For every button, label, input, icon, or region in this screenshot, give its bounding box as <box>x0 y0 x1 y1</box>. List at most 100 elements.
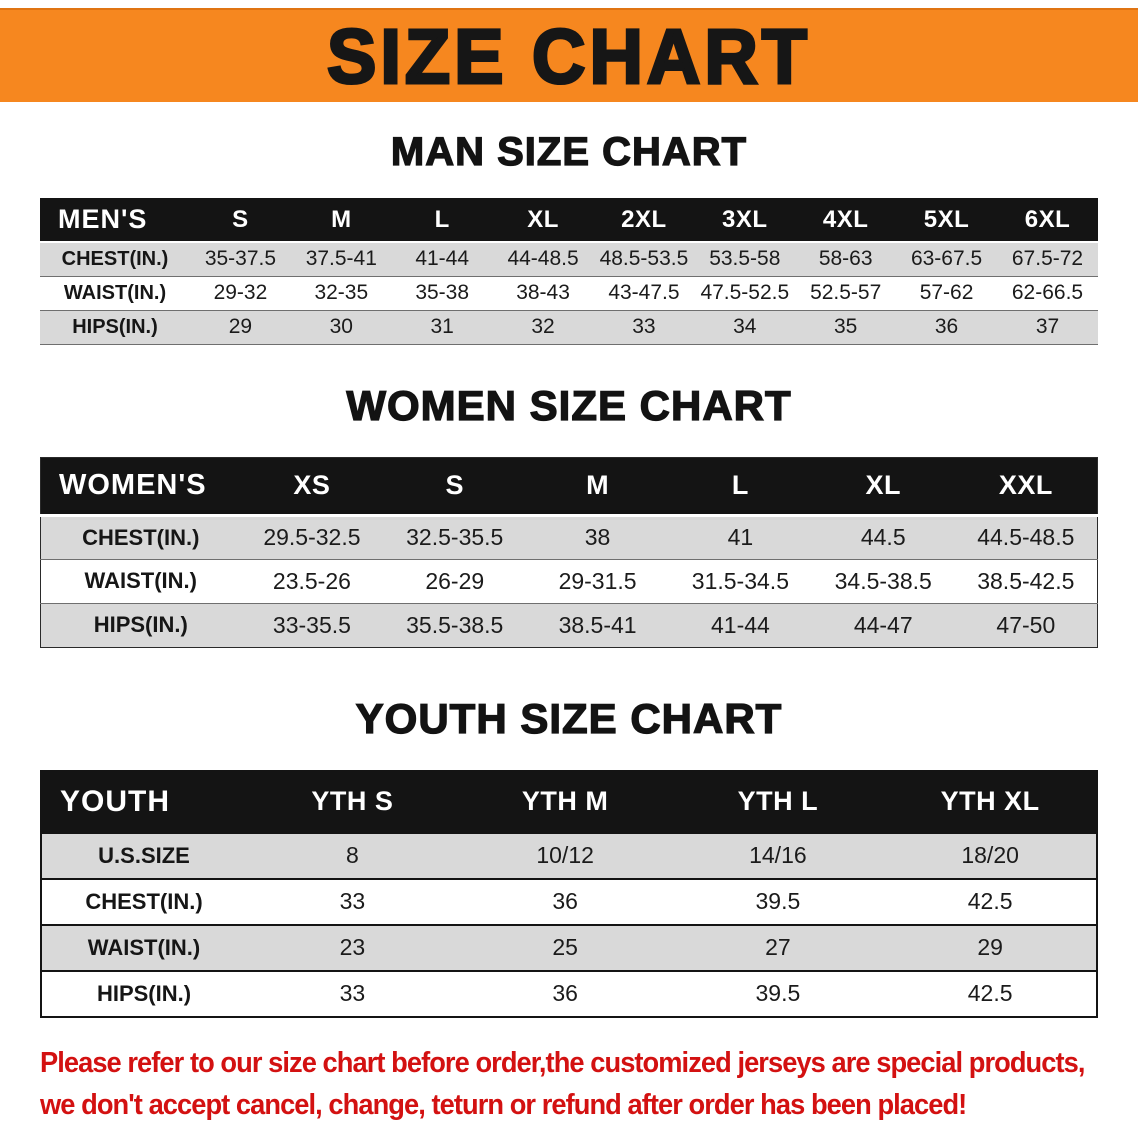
size-column-header: S <box>383 457 527 517</box>
size-value-cell: 31.5-34.5 <box>691 567 789 594</box>
size-value-cell: 31 <box>430 315 454 338</box>
size-value-cell: 23.5-26 <box>272 567 351 594</box>
size-value-cell: 33 <box>339 888 366 914</box>
size-column-header: M <box>290 198 392 243</box>
row-label-cell: CHEST(IN.) <box>82 524 200 550</box>
size-value-cell: 47-50 <box>996 611 1056 638</box>
size-value-cell: 38-43 <box>516 281 570 304</box>
size-value-cell: 30 <box>329 315 353 338</box>
size-column-header: 4XL <box>795 198 897 243</box>
size-column-header: XL <box>492 198 594 243</box>
size-value-cell: 35-37.5 <box>204 247 277 271</box>
youth-size-chart-section: YOUTH SIZE CHART YOUTH YTH S YTH M YTH L YTH… <box>0 694 1138 1018</box>
row-label-cell: WAIST(IN.) <box>84 568 197 593</box>
table-row: HIPS(IN.) 33-35.5 35.5-38.5 38.5-41 41-44 44-… <box>40 603 1098 647</box>
size-value-cell: 47.5-52.5 <box>700 281 790 304</box>
size-column-header: L <box>668 457 812 517</box>
size-value-cell: 29 <box>228 315 253 338</box>
youth-section-heading: YOUTH SIZE CHART <box>355 694 783 742</box>
size-value-cell: 41 <box>727 524 754 550</box>
footer-note-line2: we don't accept cancel, change, teturn o… <box>40 1088 967 1121</box>
footer-note: Please refer to our size chart before or… <box>40 1042 1098 1126</box>
youth-size-table: YOUTH YTH S YTH M YTH L YTH XL U.S.SIZE 8 10/12… <box>40 769 1098 1018</box>
size-value-cell: 42.5 <box>967 980 1013 1006</box>
size-value-cell: 35 <box>834 315 858 338</box>
size-value-cell: 35-38 <box>415 281 470 304</box>
size-column-header: YTH M <box>458 770 672 834</box>
size-value-cell: 29.5-32.5 <box>263 524 361 550</box>
size-value-cell: 10/12 <box>536 842 594 868</box>
size-column-header: 6XL <box>997 198 1098 243</box>
size-value-cell: 36 <box>552 980 578 1006</box>
size-value-cell: 44.5 <box>860 524 906 550</box>
table-row: HIPS(IN.) 33 36 39.5 42.5 <box>41 970 1097 1017</box>
size-column-header: XS <box>240 457 384 517</box>
table-title-cell: MEN'S <box>40 198 190 243</box>
size-value-cell: 52.5-57 <box>810 281 882 304</box>
size-value-cell: 26-29 <box>425 567 485 594</box>
size-value-cell: 44.5-48.5 <box>977 524 1075 550</box>
size-value-cell: 67.5-72 <box>1011 247 1084 271</box>
size-value-cell: 34.5-38.5 <box>834 567 932 594</box>
table-row: CHEST(IN.) 33 36 39.5 42.5 <box>41 878 1097 925</box>
table-title-cell: YOUTH <box>41 770 246 834</box>
row-label-cell: U.S.SIZE <box>98 842 190 868</box>
size-column-header: 5XL <box>896 198 997 243</box>
size-value-cell: 53.5-58 <box>709 247 781 271</box>
size-value-cell: 58-63 <box>818 247 873 271</box>
size-column-header: 2XL <box>593 198 695 243</box>
row-label-cell: HIPS(IN.) <box>93 612 188 637</box>
size-value-cell: 25 <box>552 934 578 960</box>
size-value-cell: 34 <box>733 315 757 338</box>
men-size-table: MEN'S S M L XL 2XL 3XL 4XL 5XL 6XL CHEST(IN.) 35-37… <box>40 198 1098 345</box>
size-value-cell: 32-35 <box>314 281 369 304</box>
size-value-cell: 27 <box>765 934 791 960</box>
size-value-cell: 36 <box>552 888 578 914</box>
table-row: HIPS(IN.) 29 30 31 32 33 34 35 36 37 <box>40 310 1098 344</box>
table-header-row: WOMEN'S XS S M L XL XXL <box>40 457 1098 517</box>
table-row: CHEST(IN.) 35-37.5 37.5-41 41-44 44-48.5 48.5… <box>40 242 1098 276</box>
size-value-cell: 38.5-41 <box>558 611 637 638</box>
size-value-cell: 36 <box>934 315 959 338</box>
size-column-header: S <box>190 198 291 243</box>
row-label-cell: WAIST(IN.) <box>87 934 201 960</box>
table-row: CHEST(IN.) 29.5-32.5 32.5-35.5 38 41 44.5 44.5… <box>40 515 1098 559</box>
size-value-cell: 18/20 <box>961 842 1019 868</box>
men-size-chart-section: MAN SIZE CHART MEN'S S M L XL 2XL 3XL 4XL 5XL 6XL… <box>0 128 1138 345</box>
size-value-cell: 44-48.5 <box>507 247 579 271</box>
size-value-cell: 39.5 <box>755 888 801 914</box>
size-value-cell: 37.5-41 <box>305 247 377 271</box>
size-value-cell: 38 <box>584 524 611 550</box>
size-column-header: YTH L <box>671 770 885 834</box>
size-column-header: 3XL <box>694 198 796 243</box>
size-value-cell: 62-66.5 <box>1011 281 1084 304</box>
size-value-cell: 43-47.5 <box>608 281 680 304</box>
size-value-cell: 48.5-53.5 <box>599 247 689 271</box>
size-value-cell: 29 <box>977 934 1003 960</box>
footer-note-line1: Please refer to our size chart before or… <box>40 1046 1085 1079</box>
size-value-cell: 23 <box>339 934 366 960</box>
size-value-cell: 35.5-38.5 <box>406 611 504 638</box>
size-column-header: YTH XL <box>884 770 1097 834</box>
women-size-table: WOMEN'S XS S M L XL XXL CHEST(IN.) 29.5-32.5 32.5… <box>40 456 1098 648</box>
women-size-chart-section: WOMEN SIZE CHART WOMEN'S XS S M L XL XXL CHEST(… <box>0 381 1138 648</box>
size-value-cell: 41-44 <box>710 611 770 638</box>
table-row: U.S.SIZE 8 10/12 14/16 18/20 <box>41 832 1097 879</box>
size-value-cell: 29-31.5 <box>558 567 637 594</box>
size-value-cell: 41-44 <box>415 247 470 271</box>
size-value-cell: 33 <box>632 315 656 338</box>
size-value-cell: 33 <box>339 980 366 1006</box>
row-label-cell: HIPS(IN.) <box>96 980 192 1006</box>
size-value-cell: 8 <box>345 842 359 868</box>
size-value-cell: 44-47 <box>853 611 913 638</box>
women-section-heading: WOMEN SIZE CHART <box>346 381 792 429</box>
table-title-cell: WOMEN'S <box>40 457 241 517</box>
size-column-header: YTH S <box>246 770 459 834</box>
table-header-row: MEN'S S M L XL 2XL 3XL 4XL 5XL 6XL <box>40 198 1098 243</box>
men-section-heading: MAN SIZE CHART <box>390 129 748 174</box>
size-chart-title: SIZE CHART <box>326 11 811 100</box>
size-chart-page: SIZE CHART MAN SIZE CHART MEN'S S M L XL 2XL 3… <box>0 8 1138 1140</box>
size-value-cell: 37 <box>1035 315 1060 338</box>
row-label-cell: HIPS(IN.) <box>72 315 158 338</box>
table-header-row: YOUTH YTH S YTH M YTH L YTH XL <box>41 770 1097 834</box>
